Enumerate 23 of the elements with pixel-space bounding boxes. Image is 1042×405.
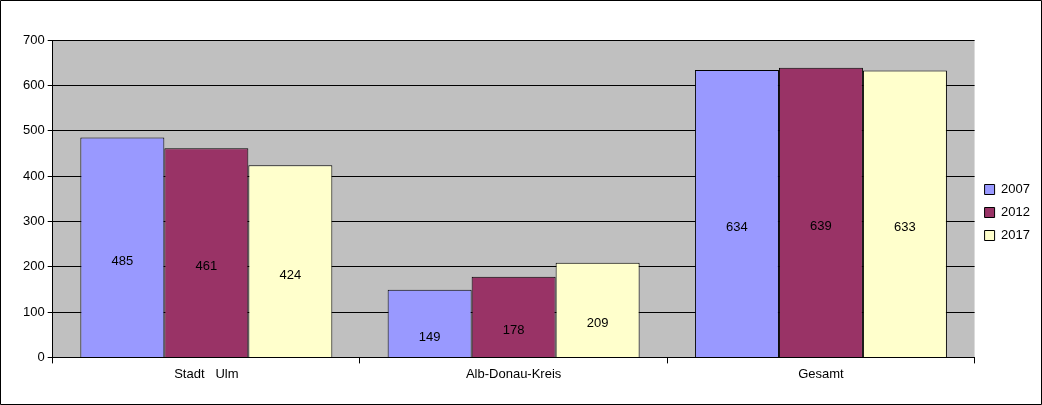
y-tick-label: 400 bbox=[22, 167, 45, 183]
y-tick-label: 700 bbox=[22, 31, 45, 47]
legend-label: 2007 bbox=[1001, 181, 1030, 197]
y-tick-label: 200 bbox=[22, 258, 45, 274]
x-tick-label: Gesamt bbox=[798, 365, 845, 381]
y-tick-label: 500 bbox=[22, 122, 45, 138]
y-tick-label: 0 bbox=[37, 348, 45, 364]
y-tick-label: 600 bbox=[22, 76, 45, 92]
data-label: 149 bbox=[418, 328, 441, 344]
legend-label: 2017 bbox=[1001, 227, 1030, 243]
data-label: 485 bbox=[111, 252, 134, 268]
data-label: 633 bbox=[894, 219, 916, 235]
data-label: 424 bbox=[279, 266, 302, 282]
data-label: 639 bbox=[810, 217, 832, 233]
y-tick-label: 300 bbox=[22, 212, 45, 228]
data-label: 209 bbox=[586, 315, 609, 331]
x-tick-label: Alb-Donau-Kreis bbox=[465, 365, 562, 381]
data-label: 634 bbox=[726, 218, 748, 234]
x-tick-label: Stadt Ulm bbox=[174, 365, 239, 381]
legend-label: 2012 bbox=[1001, 204, 1030, 220]
data-label: 178 bbox=[502, 322, 525, 338]
y-tick-label: 100 bbox=[22, 303, 45, 319]
data-label: 461 bbox=[195, 258, 218, 274]
